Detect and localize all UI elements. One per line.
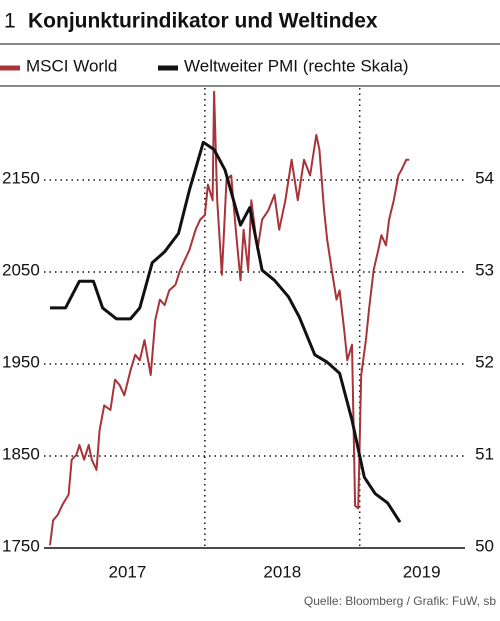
y2-tick-label: 50 <box>475 536 494 555</box>
x-tick-label: 2017 <box>109 562 147 581</box>
chart-title: Konjunkturindikator und Weltindex <box>28 10 378 33</box>
source: Quelle: Bloomberg / Grafik: FuW, sb <box>304 594 496 608</box>
y2-tick-label: 54 <box>475 168 494 187</box>
line-series <box>49 90 410 546</box>
x-tick-label: 2018 <box>263 562 301 581</box>
y2-tick-label: 52 <box>475 352 494 371</box>
y-tick-label: 1950 <box>2 352 40 371</box>
y-tick-label: 1750 <box>2 536 40 555</box>
y-tick-label: 2150 <box>2 168 40 187</box>
y-tick-label: 1850 <box>2 444 40 463</box>
legend-label: MSCI World <box>26 56 117 75</box>
legend-label: Weltweiter PMI (rechte Skala) <box>184 56 409 75</box>
x-tick-label: 2019 <box>403 562 441 581</box>
y2-tick-label: 53 <box>475 260 494 279</box>
chart-number: 1 <box>4 10 16 33</box>
line-series <box>50 140 402 524</box>
y2-tick-label: 51 <box>475 444 494 463</box>
y-tick-label: 2050 <box>2 260 40 279</box>
